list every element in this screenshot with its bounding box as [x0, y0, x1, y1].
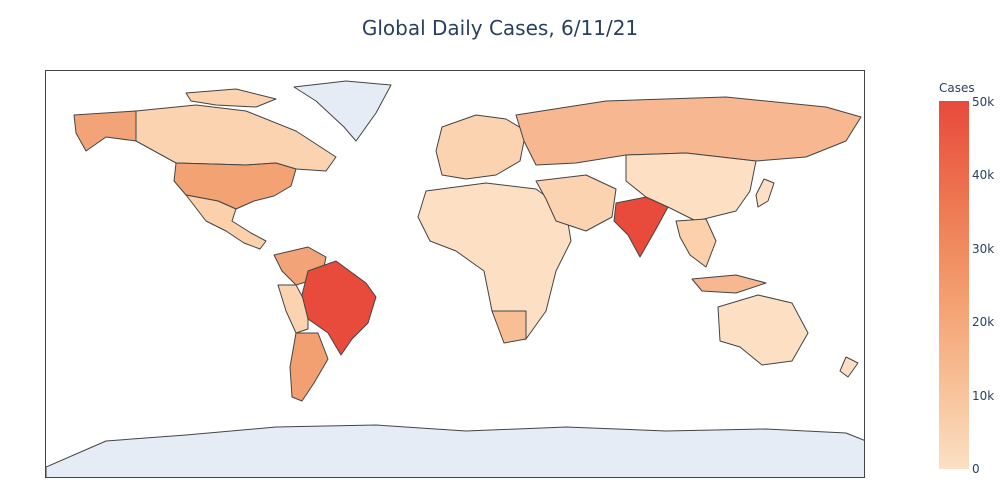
region-brazil — [301, 260, 377, 356]
colorbar — [939, 101, 969, 469]
colorbar-tick-20k: 20k — [972, 315, 995, 329]
colorbar-tick-10k: 10k — [972, 389, 995, 403]
region-south-africa — [491, 310, 527, 344]
colorbar-tick-40k: 40k — [972, 168, 995, 182]
region-indonesia — [691, 274, 767, 294]
region-antarctica — [46, 424, 864, 477]
region-new-zealand — [839, 356, 859, 378]
region-argentina — [289, 332, 329, 402]
region-canada — [135, 104, 337, 172]
colorbar-tick-0: 0 — [972, 462, 980, 476]
region-middle-east — [535, 174, 617, 232]
world-map[interactable] — [45, 70, 865, 478]
map-title: Global Daily Cases, 6/11/21 — [361, 16, 639, 40]
region-europe — [435, 114, 527, 180]
colorbar-tick-30k: 30k — [972, 242, 995, 256]
colorbar-title: Cases — [939, 81, 975, 95]
region-canada-islands — [185, 88, 277, 108]
region-india — [613, 196, 669, 258]
region-usa — [173, 162, 297, 210]
choropleth-map — [46, 80, 864, 477]
region-china — [625, 152, 757, 222]
region-alaska — [73, 110, 137, 152]
region-mexico — [185, 194, 267, 250]
region-australia — [717, 294, 809, 366]
region-peru — [277, 284, 309, 334]
region-russia — [515, 96, 862, 166]
region-southeast-asia — [675, 218, 717, 268]
region-japan — [755, 178, 775, 208]
region-greenland — [293, 80, 392, 142]
colorbar-tick-50k: 50k — [972, 95, 995, 109]
